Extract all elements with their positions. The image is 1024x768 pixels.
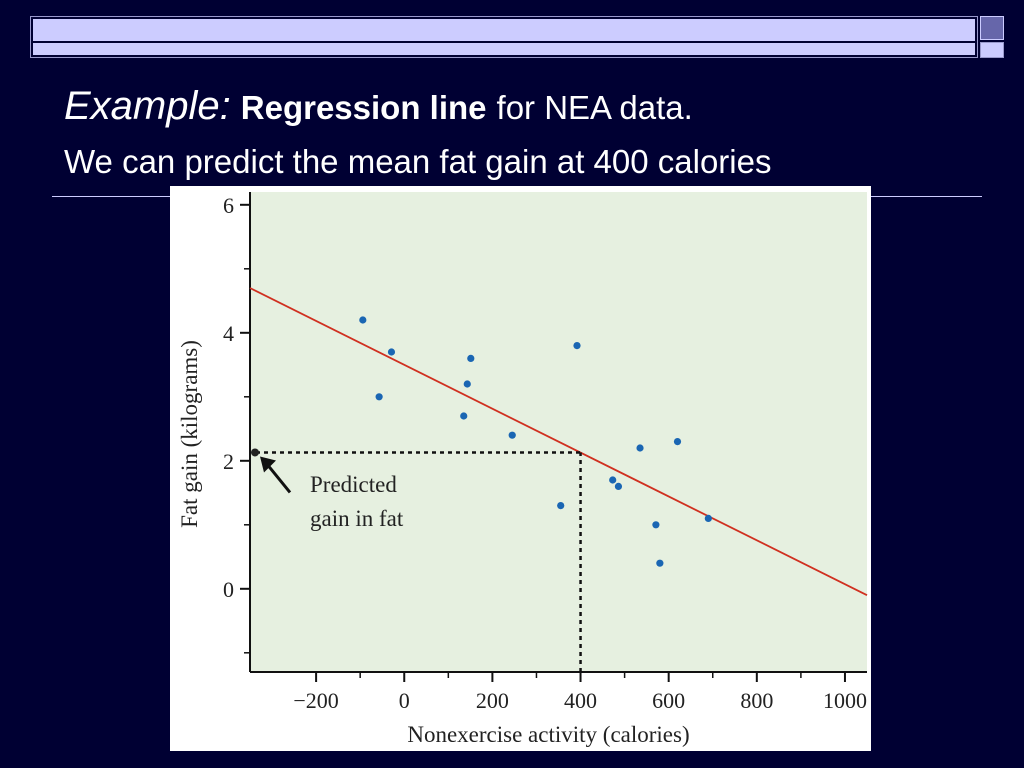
data-point [387,348,396,356]
chart-panel: 0 2 4 6 −200 0 200 400 600 800 1000 Nonexercise ac… [170,186,871,751]
data-point [573,342,581,350]
title-italic: Example: [64,84,231,128]
x-tick-label: 0 [399,688,410,713]
data-point [359,316,367,324]
title-rest: for NEA data. [496,89,693,126]
header-band-bottom [33,43,975,55]
y-tick-label: 0 [223,577,234,602]
data-point [656,559,664,567]
scatter-chart: 0 2 4 6 −200 0 200 400 600 800 1000 Nonexercise ac… [177,192,868,747]
y-tick-label: 6 [223,193,234,218]
predicted-value-point [251,448,259,457]
slide-subtitle: We can predict the mean fat gain at 400 … [64,143,772,180]
x-tick-label: 800 [740,688,773,713]
annotation-line-2: gain in fat [310,506,404,531]
y-tick-label: 4 [223,321,234,346]
data-point [636,444,644,452]
data-point [704,514,712,522]
data-point [460,412,468,420]
x-tick-label: 200 [476,688,509,713]
data-point [614,482,623,490]
x-tick-label: −200 [293,688,338,713]
y-axis-title: Fat gain (kilograms) [177,340,202,528]
x-tick-label: 400 [564,688,597,713]
annotation-line-1: Predicted [310,472,397,497]
title-bold: Regression line [240,89,487,126]
header-band-top [33,19,975,41]
corner-square-bottom [980,42,1004,58]
annotation-arrowhead [260,456,276,473]
data-point [375,393,383,401]
data-point [557,502,565,510]
x-tick-label: 1000 [823,688,867,713]
data-point [652,521,660,529]
data-point [467,354,475,362]
corner-square-top [980,16,1004,40]
regression-line [249,287,868,597]
plot-area [250,192,867,672]
x-tick-label: 600 [652,688,685,713]
x-axis-title: Nonexercise activity (calories) [407,722,689,747]
y-tick-label: 2 [223,449,234,474]
data-point [463,380,471,388]
slide-title: Example: Regression line for NEA data. [64,84,693,130]
header-decoration [30,16,978,58]
data-point [609,476,617,484]
data-point [673,438,682,446]
data-point [508,431,516,439]
